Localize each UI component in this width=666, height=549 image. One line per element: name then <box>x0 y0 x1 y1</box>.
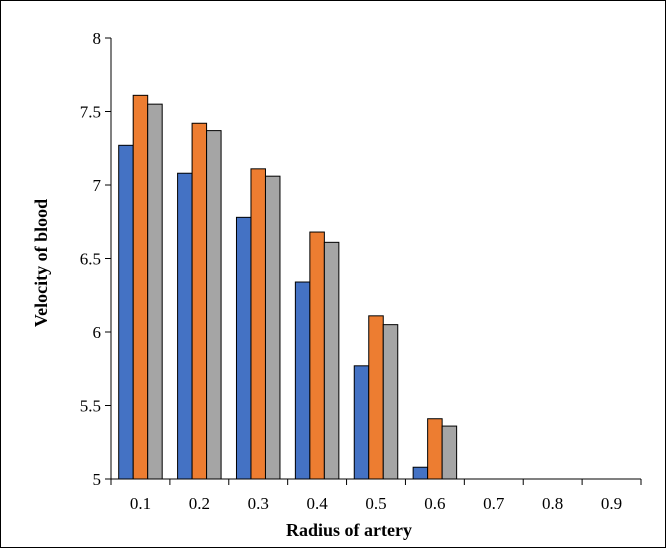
bar-series-2-0.5 <box>368 315 384 480</box>
y-tick-label: 5.5 <box>80 397 101 416</box>
x-tick-label: 0.4 <box>306 494 328 513</box>
bar-series-2-0.6 <box>427 418 443 480</box>
bar-series-2-0.4 <box>309 231 325 480</box>
bar-series-2-0.1 <box>132 94 149 480</box>
x-tick-label: 0.6 <box>424 494 445 513</box>
bar-series-3-0.6 <box>441 425 458 480</box>
bar-series-3-0.3 <box>264 175 281 480</box>
bar-series-1-0.6 <box>412 466 429 480</box>
x-tick-label: 0.8 <box>542 494 563 513</box>
y-tick-label: 8 <box>93 29 102 48</box>
y-tick-label: 7.5 <box>80 103 101 122</box>
y-tick-label: 7 <box>93 176 102 195</box>
bar-series-3-0.4 <box>323 241 340 480</box>
y-tick-label: 6.5 <box>80 250 101 269</box>
x-tick-label: 0.5 <box>365 494 386 513</box>
x-axis-title: Radius of artery <box>286 520 412 540</box>
bar-series-2-0.3 <box>250 168 266 480</box>
y-axis-ticks: 5 5.5 6 6.5 7 7.5 8 <box>80 29 111 489</box>
y-tick-label: 5 <box>93 470 102 489</box>
bar-series-3-0.2 <box>206 130 222 480</box>
bar-series-1-0.3 <box>235 216 252 480</box>
x-tick-label: 0.7 <box>483 494 505 513</box>
bar-series-1-0.4 <box>294 281 311 480</box>
bar-series-3-0.5 <box>382 324 399 480</box>
x-tick-label: 0.1 <box>130 494 151 513</box>
bar-series-1-0.5 <box>353 365 370 480</box>
bar-series-3-0.1 <box>147 103 163 480</box>
bar-series-1-0.1 <box>118 144 134 480</box>
x-tick-label: 0.3 <box>248 494 269 513</box>
y-axis-title: Velocity of blood <box>31 199 51 327</box>
bar-series-2-0.2 <box>191 122 208 480</box>
x-tick-label: 0.9 <box>601 494 622 513</box>
bars-layer <box>118 94 458 480</box>
y-tick-label: 6 <box>93 323 102 342</box>
x-axis-ticks: 0.1 0.2 0.3 0.4 0.5 0.6 0.7 0.8 0.9 <box>110 479 642 513</box>
bar-series-1-0.2 <box>177 172 193 480</box>
x-tick-label: 0.2 <box>189 494 210 513</box>
